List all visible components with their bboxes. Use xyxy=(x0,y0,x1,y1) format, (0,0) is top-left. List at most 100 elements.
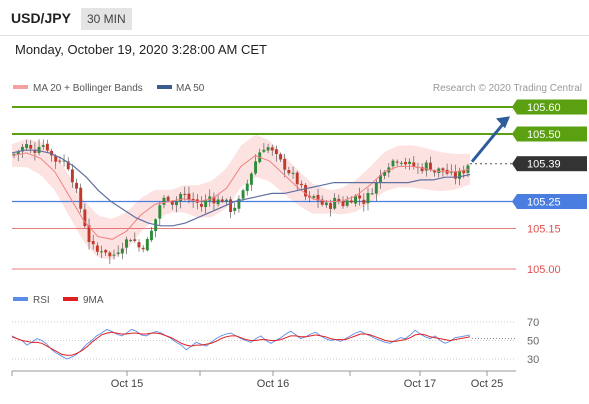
candle-body xyxy=(25,144,29,149)
candle-body xyxy=(437,168,441,173)
level-box-105.39 xyxy=(517,156,587,172)
candle-body xyxy=(100,251,103,253)
candle-body xyxy=(349,200,353,203)
candle-body xyxy=(199,203,203,207)
level-label-105.39: 105.39 xyxy=(527,159,561,171)
candle-body xyxy=(233,207,237,211)
rsi-tick-70: 70 xyxy=(527,317,539,329)
candle-body xyxy=(45,143,49,151)
level-label-105.60: 105.60 xyxy=(527,102,561,114)
candle-body xyxy=(95,245,99,252)
candle-body xyxy=(341,201,345,207)
rsi-legend-label: RSI xyxy=(33,295,50,306)
level-box-105.50 xyxy=(517,126,587,142)
candle-body xyxy=(366,193,370,204)
candle-body xyxy=(50,150,54,156)
candle-body xyxy=(54,155,58,162)
level-label-105.00: 105.00 xyxy=(527,264,561,276)
candle-body xyxy=(428,162,432,171)
candle-body xyxy=(104,250,108,253)
candle-body xyxy=(237,198,241,209)
candle-body xyxy=(383,171,387,176)
level-box-tip-105.25 xyxy=(512,194,517,209)
candle-body xyxy=(462,170,466,174)
candle-body xyxy=(374,182,378,194)
candle-body xyxy=(108,252,112,257)
ma50-legend-label: MA 50 xyxy=(176,83,205,94)
candle-body xyxy=(62,160,66,162)
candle-body xyxy=(37,146,41,153)
candle-body xyxy=(266,147,270,151)
candle-body xyxy=(404,161,407,165)
candle-body xyxy=(204,200,208,208)
rsi-tick-30: 30 xyxy=(527,354,539,366)
candle-body xyxy=(70,169,74,183)
price-levels xyxy=(12,106,516,270)
level-box-tip-105.60 xyxy=(512,99,517,115)
candle-body xyxy=(412,162,416,167)
candle-body xyxy=(333,197,337,209)
rsi-panel: 70 50 30 xyxy=(11,317,539,366)
level-label-105.50: 105.50 xyxy=(527,129,561,141)
ma20-legend-swatch xyxy=(13,85,28,89)
candle-body xyxy=(287,170,291,174)
candle-body xyxy=(33,149,37,153)
rsi-legend-swatch xyxy=(13,297,28,301)
forecast-arrow-head xyxy=(496,116,510,129)
candle-body xyxy=(83,209,87,227)
x-axis: Oct 15 Oct 16 Oct 17 Oct 25 xyxy=(11,370,516,390)
candle-body xyxy=(320,199,324,205)
candle-body xyxy=(87,225,91,243)
candle-body xyxy=(354,195,357,204)
candle-body xyxy=(112,254,116,256)
candle-body xyxy=(453,171,457,179)
candle-body xyxy=(295,172,299,185)
candle-body xyxy=(270,147,274,151)
candle-body xyxy=(304,184,307,197)
candle-body xyxy=(379,175,382,183)
level-box-tip-105.50 xyxy=(512,126,517,142)
candle-body xyxy=(458,171,462,179)
candle-body xyxy=(262,149,266,152)
forecast-arrow-shaft xyxy=(470,119,508,163)
candle-body xyxy=(254,161,258,174)
candle-body xyxy=(79,187,83,209)
ma50-legend-swatch xyxy=(157,85,172,89)
candle-body xyxy=(370,193,374,195)
timeframe-button[interactable]: 30 MIN xyxy=(81,8,132,30)
candle-body xyxy=(433,170,437,173)
candle-body xyxy=(125,239,128,248)
candle-body xyxy=(441,168,445,171)
candle-body xyxy=(312,196,316,198)
candle-body xyxy=(279,154,283,160)
candle-body xyxy=(408,161,412,164)
candle-body xyxy=(170,201,174,205)
candle-body xyxy=(150,230,153,241)
credit-label: Research © 2020 Trading Central xyxy=(433,83,582,94)
candle-body xyxy=(283,158,287,170)
level-box-105.25 xyxy=(517,194,587,209)
candle-body xyxy=(241,190,245,199)
candle-body xyxy=(191,198,195,201)
candle-body xyxy=(145,239,149,251)
level-label-105.15: 105.15 xyxy=(527,224,561,236)
ma20-legend-label: MA 20 + Bollinger Bands xyxy=(33,83,143,94)
candle-body xyxy=(216,199,220,205)
candle-body xyxy=(316,194,320,201)
candle-body xyxy=(245,183,249,191)
candle-body xyxy=(224,199,228,202)
candle-body xyxy=(183,193,187,195)
candle-body xyxy=(324,202,328,206)
candle-body xyxy=(345,200,349,206)
candle-body xyxy=(158,205,162,219)
candle-body xyxy=(137,242,141,248)
candle-body xyxy=(133,239,137,241)
candle-body xyxy=(212,196,216,204)
candle-body xyxy=(141,247,145,250)
candle-body xyxy=(58,160,62,162)
moving-averages xyxy=(11,116,510,240)
candle-body xyxy=(424,162,428,171)
candle-body xyxy=(249,173,253,185)
candle-body xyxy=(291,172,295,174)
